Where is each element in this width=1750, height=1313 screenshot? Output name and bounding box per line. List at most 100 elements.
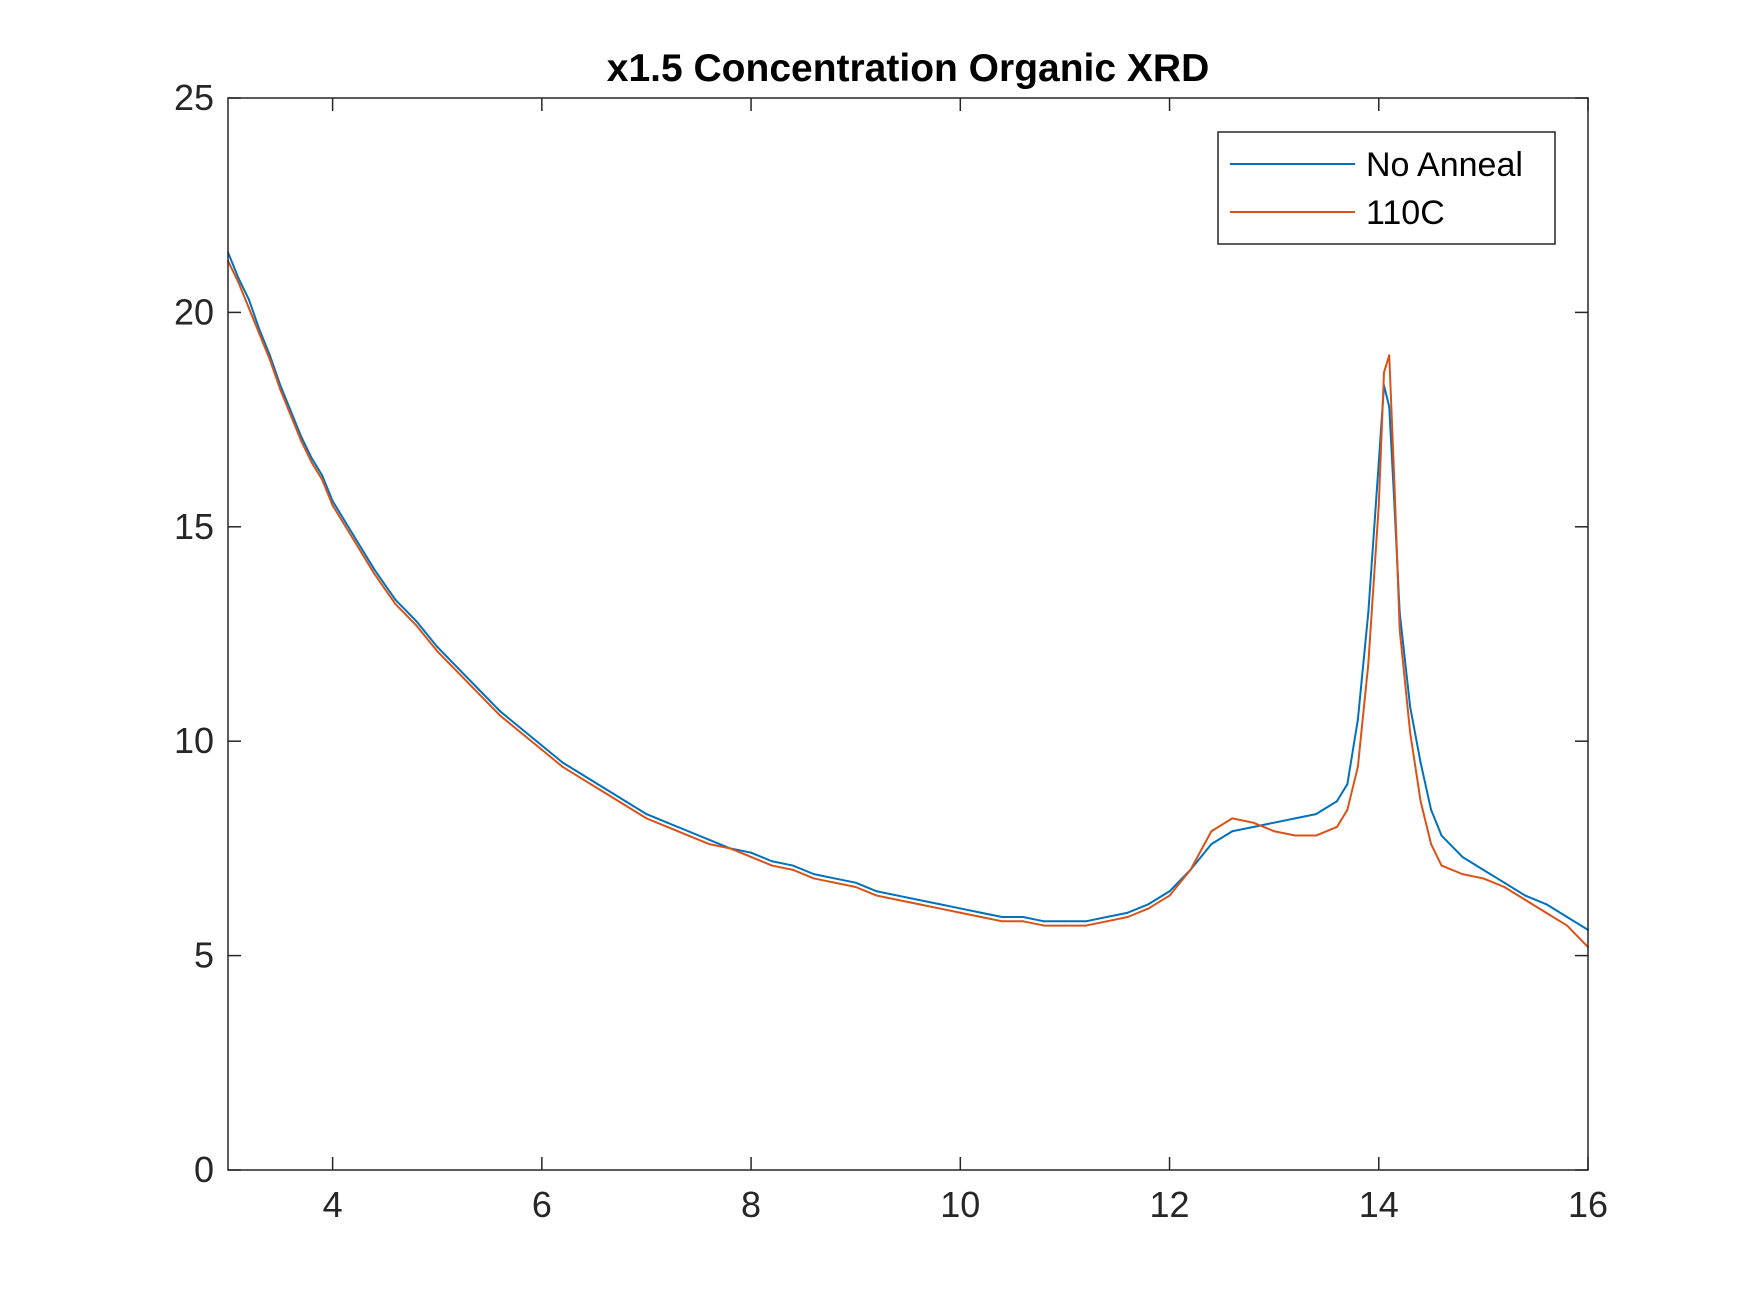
series-segment bbox=[394, 598, 418, 623]
series-segment bbox=[980, 916, 1004, 923]
series-segment bbox=[1022, 916, 1045, 923]
series-segment bbox=[1346, 765, 1359, 811]
series-segment bbox=[1147, 894, 1171, 910]
series-segment bbox=[1430, 808, 1443, 837]
series-segment bbox=[645, 817, 669, 828]
series-segment bbox=[1231, 817, 1255, 824]
series-segment bbox=[1461, 855, 1485, 871]
series-segment bbox=[331, 500, 355, 537]
y-tick-label: 25 bbox=[174, 77, 214, 118]
series-segment bbox=[1503, 885, 1527, 901]
series-segment bbox=[1388, 354, 1396, 485]
x-tick-label: 12 bbox=[1150, 1184, 1190, 1225]
series-segment bbox=[1168, 868, 1192, 897]
series-segment bbox=[1335, 783, 1349, 803]
series-segment bbox=[624, 800, 648, 816]
series-segment bbox=[1252, 821, 1276, 828]
x-tick-label: 16 bbox=[1568, 1184, 1608, 1225]
y-tick-label: 20 bbox=[174, 291, 214, 332]
series-segment bbox=[1105, 911, 1129, 919]
series-segment bbox=[1461, 873, 1485, 880]
series-segment bbox=[1566, 924, 1589, 949]
legend: No Anneal 110C bbox=[1217, 131, 1556, 245]
series-segment bbox=[1084, 916, 1108, 923]
series-segment bbox=[1409, 731, 1422, 803]
series-segment bbox=[289, 414, 303, 443]
series-segment bbox=[959, 911, 983, 919]
series-segment bbox=[791, 864, 815, 876]
legend-label-110c: 110C bbox=[1366, 194, 1445, 232]
series-segment bbox=[478, 693, 501, 717]
series-segment bbox=[321, 478, 334, 507]
series-segment bbox=[258, 332, 271, 361]
series-segment bbox=[833, 881, 857, 888]
legend-box bbox=[1217, 131, 1556, 245]
series-segment bbox=[310, 461, 324, 481]
series-segment bbox=[917, 898, 941, 906]
x-tick-label: 6 bbox=[532, 1184, 552, 1225]
series-segment bbox=[1482, 868, 1506, 884]
series-segment bbox=[237, 281, 250, 310]
series-layer bbox=[227, 251, 1589, 949]
series-segment bbox=[373, 568, 397, 601]
series-segment bbox=[1524, 898, 1548, 914]
series-segment bbox=[436, 650, 460, 674]
series-segment bbox=[1346, 718, 1359, 786]
axes-layer bbox=[227, 97, 1589, 1171]
axes-box bbox=[227, 97, 1589, 1171]
series-segment bbox=[415, 620, 439, 648]
series-segment bbox=[1147, 890, 1171, 906]
series-segment bbox=[1383, 384, 1391, 408]
series-segment bbox=[436, 645, 460, 670]
series-segment bbox=[1273, 817, 1297, 824]
series-segment bbox=[1126, 903, 1150, 914]
series-segment bbox=[227, 251, 240, 280]
series-segment bbox=[812, 877, 836, 884]
series-segment bbox=[394, 602, 418, 627]
series-segment bbox=[812, 873, 836, 880]
series-segment bbox=[499, 714, 522, 734]
series-segment bbox=[708, 843, 732, 850]
series-segment bbox=[771, 864, 794, 871]
series-segment bbox=[582, 774, 606, 790]
series-segment bbox=[1503, 881, 1527, 897]
series-segment bbox=[603, 791, 627, 807]
y-tick-label: 5 bbox=[194, 935, 214, 976]
series-segment bbox=[331, 504, 355, 541]
series-segment bbox=[1273, 830, 1297, 837]
series-segment bbox=[310, 457, 324, 477]
series-segment bbox=[771, 860, 794, 867]
series-segment bbox=[896, 894, 920, 901]
series-segment bbox=[896, 898, 920, 906]
series-segment bbox=[1189, 830, 1213, 871]
series-segment bbox=[1356, 611, 1370, 721]
series-segment bbox=[478, 688, 501, 713]
series-segment bbox=[1294, 813, 1317, 820]
series-segment bbox=[499, 710, 522, 730]
legend-label-no-anneal: No Anneal bbox=[1366, 146, 1523, 184]
series-segment bbox=[854, 881, 878, 893]
y-tick-label: 0 bbox=[194, 1149, 214, 1190]
series-segment bbox=[1210, 817, 1234, 833]
series-segment bbox=[687, 830, 711, 841]
series-segment bbox=[227, 259, 240, 284]
series-segment bbox=[247, 307, 261, 335]
series-segment bbox=[352, 534, 376, 571]
series-segment bbox=[540, 744, 564, 764]
series-segment bbox=[279, 388, 292, 417]
x-tick-label: 14 bbox=[1359, 1184, 1399, 1225]
series-segment bbox=[519, 731, 543, 751]
x-tick-label: 10 bbox=[940, 1184, 980, 1225]
series-no-anneal bbox=[227, 251, 1589, 931]
series-segment bbox=[352, 538, 376, 575]
series-segment bbox=[457, 667, 481, 691]
series-segment bbox=[247, 298, 261, 331]
series-segment bbox=[1440, 834, 1464, 858]
series-segment bbox=[540, 748, 564, 768]
series-segment bbox=[1440, 864, 1464, 876]
series-segment bbox=[289, 410, 303, 438]
series-segment bbox=[1210, 830, 1234, 846]
series-segment bbox=[1398, 611, 1412, 708]
chart-title: x1.5 Concentration Organic XRD bbox=[607, 47, 1209, 90]
